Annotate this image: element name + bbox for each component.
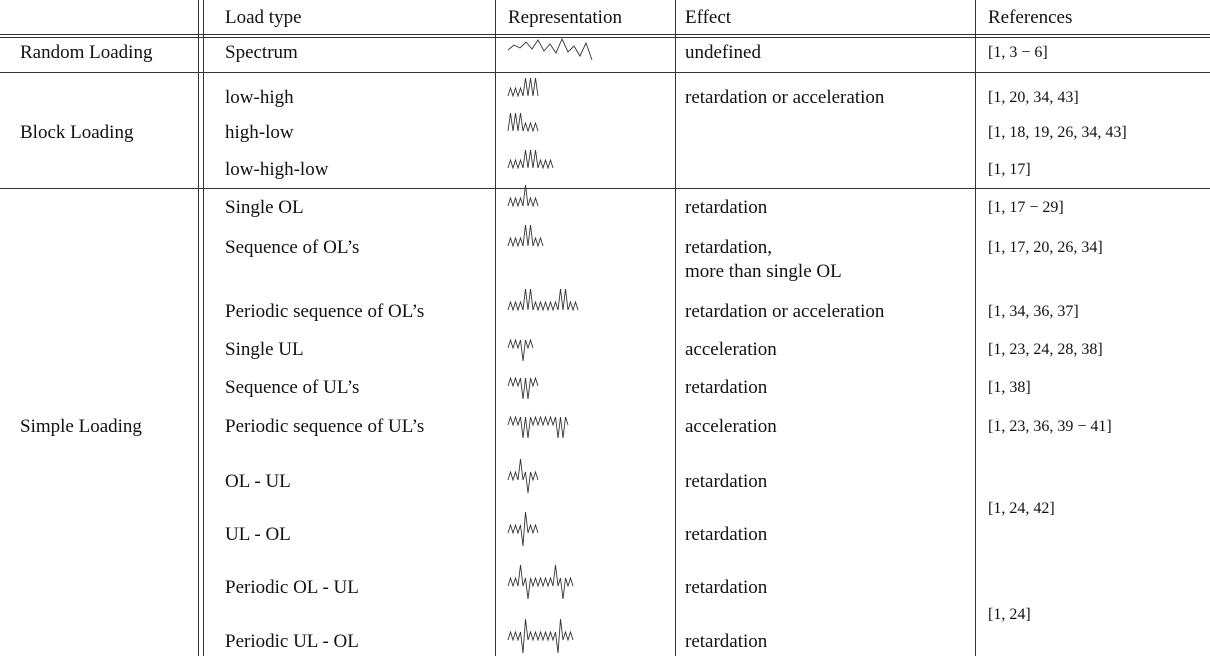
load-sketch [507, 288, 579, 312]
effect: acceleration [685, 339, 777, 360]
load-type: Periodic sequence of OL’s [225, 301, 425, 322]
load-sketch [507, 564, 574, 600]
load-sketch [507, 149, 554, 170]
load-sketch [507, 224, 544, 248]
load-type: low-high [225, 87, 294, 108]
references: [1, 17, 20, 26, 34] [988, 239, 1103, 256]
load-sketch [507, 376, 539, 400]
effect: retardation [685, 524, 768, 545]
references: [1, 24] [988, 606, 1031, 623]
load-type: Periodic UL - OL [225, 631, 359, 652]
effect: retardation [685, 471, 768, 492]
group-label: Block Loading [20, 122, 134, 143]
effect: retardation [685, 197, 768, 218]
load-type: Periodic sequence of UL’s [225, 416, 425, 437]
load-sketch [507, 458, 539, 494]
load-sketch [507, 77, 539, 98]
load-sketch [507, 618, 574, 654]
column-header: Representation [508, 7, 622, 28]
load-type: Spectrum [225, 42, 298, 63]
load-type: Periodic OL - UL [225, 577, 359, 598]
references: [1, 17] [988, 161, 1031, 178]
load-type: Sequence of OL’s [225, 237, 360, 258]
column-header: Load type [225, 7, 302, 28]
column-header: Effect [685, 7, 732, 28]
load-sketch [507, 184, 539, 208]
load-type: Sequence of UL’s [225, 377, 360, 398]
load-type: UL - OL [225, 524, 291, 545]
effect: more than single OL [685, 261, 842, 282]
effect: retardation or acceleration [685, 301, 885, 322]
load-type: low-high-low [225, 159, 329, 180]
effect: retardation [685, 631, 768, 652]
references: [1, 18, 19, 26, 34, 43] [988, 124, 1127, 141]
effect: acceleration [685, 416, 777, 437]
load-sketch [507, 338, 534, 362]
load-type: high-low [225, 122, 294, 143]
effect: undefined [685, 42, 761, 63]
references: [1, 34, 36, 37] [988, 303, 1079, 320]
effect: retardation [685, 377, 768, 398]
group-label: Simple Loading [20, 416, 142, 437]
references: [1, 23, 24, 28, 38] [988, 341, 1103, 358]
load-type: OL - UL [225, 471, 291, 492]
effect: retardation [685, 577, 768, 598]
group-label: Random Loading [20, 42, 153, 63]
references: [1, 38] [988, 379, 1031, 396]
references: [1, 17 − 29] [988, 199, 1064, 216]
load-sketch [507, 37, 593, 61]
effect: retardation or acceleration [685, 87, 885, 108]
references: [1, 20, 34, 43] [988, 89, 1079, 106]
column-header: References [988, 7, 1073, 28]
load-sketch [507, 112, 539, 133]
references: [1, 23, 36, 39 − 41] [988, 418, 1112, 435]
load-type: Single OL [225, 197, 304, 218]
references: [1, 3 − 6] [988, 44, 1048, 61]
load-sketch [507, 415, 569, 439]
effect: retardation, [685, 237, 773, 258]
references: [1, 24, 42] [988, 499, 1055, 517]
load-sketch [507, 511, 539, 547]
load-type: Single UL [225, 339, 304, 360]
